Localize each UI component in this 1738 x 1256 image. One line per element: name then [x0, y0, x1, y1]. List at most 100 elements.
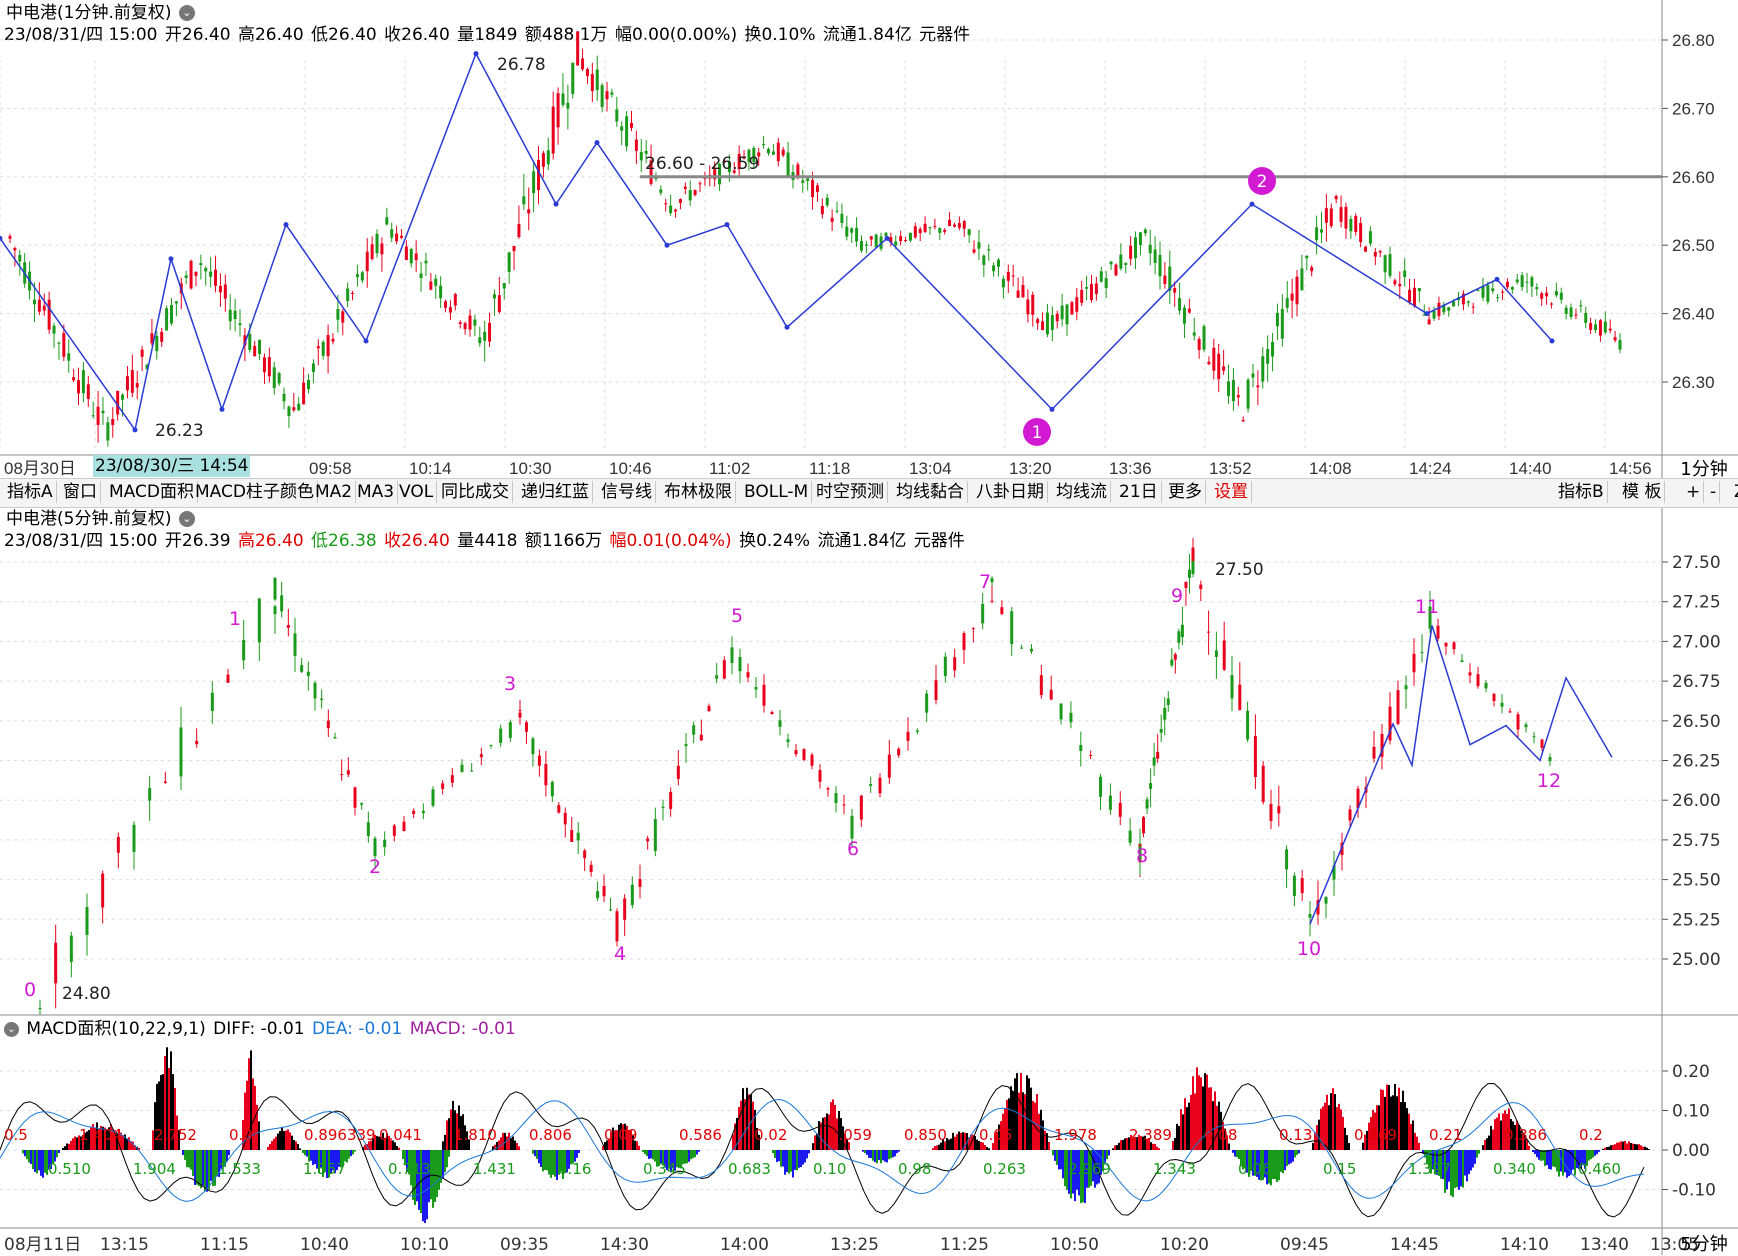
toolbar-item[interactable]: 时空预测	[813, 481, 888, 503]
macd-bar	[1064, 1150, 1066, 1187]
top-candle	[243, 335, 247, 346]
macd-bar	[1562, 1150, 1564, 1176]
top-candle	[1045, 312, 1049, 335]
macd-bar	[1286, 1150, 1288, 1166]
chevron-down-icon[interactable]: ⌄	[178, 511, 195, 527]
timeframe-1min[interactable]: 1分钟	[1680, 459, 1728, 480]
mid-candle	[524, 722, 528, 732]
macd-bar	[502, 1132, 504, 1150]
info-float: 流通1.84亿	[817, 531, 907, 551]
toolbar-item[interactable]: MA3	[354, 481, 399, 503]
mid-candle	[286, 625, 290, 628]
toolbar-right-item[interactable]: 模 板	[1619, 481, 1666, 503]
top-candle	[767, 148, 771, 154]
time-tick-label: 08月11日	[4, 1235, 81, 1255]
macd-bar	[808, 1150, 810, 1154]
toolbar-item[interactable]: MACD面积	[106, 481, 198, 503]
collapse-icon[interactable]: ⌄	[4, 1021, 19, 1037]
mid-candle	[489, 744, 493, 746]
mid-panel-title[interactable]: 中电港(5分钟.前复权)	[6, 509, 172, 529]
top-candle	[590, 74, 594, 92]
mid-candle	[1230, 674, 1234, 699]
top-candle	[742, 157, 746, 159]
macd-bar	[1036, 1094, 1038, 1150]
toolbar-right-item[interactable]: 指标B	[1555, 481, 1608, 503]
macd-bar	[206, 1150, 208, 1192]
toolbar-item[interactable]: 八卦日期	[973, 481, 1048, 503]
macd-bar	[364, 1144, 366, 1150]
macd-title[interactable]: MACD面积(10,22,9,1)	[26, 1019, 206, 1039]
toolbar-item[interactable]: 设置	[1211, 481, 1252, 503]
toolbar-item[interactable]: 21日	[1116, 481, 1162, 503]
macd-bar	[72, 1138, 74, 1150]
toolbar-right-item[interactable]: +	[1683, 481, 1705, 503]
toolbar-item[interactable]: 信号线	[598, 481, 656, 503]
toolbar-item[interactable]: MACD柱子颜色	[192, 481, 318, 503]
toolbar-right-item[interactable]: Z	[1731, 481, 1738, 503]
top-candle	[669, 205, 673, 214]
macd-bar	[1068, 1150, 1070, 1194]
top-candle	[375, 233, 379, 254]
macd-area-label-red: 1.810	[454, 1126, 497, 1144]
macd-bar	[1646, 1147, 1648, 1150]
mid-candle	[646, 838, 650, 842]
mid-candle	[1269, 803, 1273, 821]
time-tick-label: 11:15	[200, 1235, 249, 1255]
top-panel-title[interactable]: 中电港(1分钟.前复权)	[6, 3, 172, 23]
top-candle	[385, 217, 389, 225]
macd-bar	[1188, 1102, 1190, 1150]
macd-bar	[1138, 1134, 1140, 1150]
top-candle	[121, 394, 125, 400]
macd-bar	[1066, 1150, 1068, 1190]
macd-bar	[1062, 1150, 1064, 1179]
macd-bar	[1632, 1143, 1634, 1150]
mid-candle	[971, 628, 975, 630]
toolbar-item[interactable]: VOL	[396, 481, 438, 503]
top-candle	[1417, 288, 1421, 292]
macd-bar	[784, 1150, 786, 1175]
macd-bar	[224, 1150, 226, 1167]
mid-candle	[1460, 660, 1464, 662]
macd-bar	[138, 1148, 140, 1150]
macd-bar	[934, 1146, 936, 1150]
mid-candle	[373, 846, 377, 851]
top-candle	[1319, 229, 1323, 233]
macd-bar	[186, 1150, 188, 1168]
macd-bar	[1260, 1150, 1262, 1181]
macd-tick-label: 0.20	[1672, 1062, 1710, 1082]
top-candle	[1589, 323, 1593, 330]
macd-bar	[430, 1150, 432, 1200]
macd-bar	[612, 1127, 614, 1150]
timeframe-5min[interactable]: 5分钟	[1680, 1234, 1728, 1255]
zigzag-point	[168, 256, 174, 262]
top-candle	[331, 338, 335, 342]
chevron-down-icon[interactable]: ⌄	[178, 5, 195, 21]
top-candle	[987, 249, 991, 251]
top-candle	[517, 223, 521, 237]
top-candle	[997, 259, 1001, 267]
toolbar-item[interactable]: 指标A	[4, 481, 57, 503]
toolbar-item[interactable]: 均线黏合	[893, 481, 968, 503]
toolbar-item[interactable]: 递归红蓝	[518, 481, 593, 503]
toolbar-item[interactable]: BOLL-M	[741, 481, 813, 503]
macd-bar	[1618, 1142, 1620, 1150]
toolbar-item[interactable]: MA2	[312, 481, 357, 503]
macd-bar	[650, 1150, 652, 1159]
toolbar-item[interactable]: 均线流	[1053, 481, 1111, 503]
toolbar-right-item[interactable]: -	[1707, 481, 1721, 503]
top-candle	[483, 331, 487, 341]
macd-bar	[692, 1150, 694, 1159]
top-candle	[1530, 277, 1534, 287]
toolbar-item[interactable]: 布林极限	[661, 481, 736, 503]
toolbar-item[interactable]: 窗口	[60, 481, 101, 503]
top-candle	[346, 288, 350, 302]
toolbar-item[interactable]: 同比成交	[438, 481, 513, 503]
toolbar-item[interactable]: 更多	[1165, 481, 1206, 503]
macd-bar	[1380, 1089, 1382, 1150]
time-tick-label: 09:58	[309, 459, 352, 478]
macd-bar	[1442, 1150, 1444, 1180]
mid-candle	[450, 775, 454, 783]
mid-candle	[1372, 746, 1376, 759]
macd-bar	[1258, 1150, 1260, 1180]
